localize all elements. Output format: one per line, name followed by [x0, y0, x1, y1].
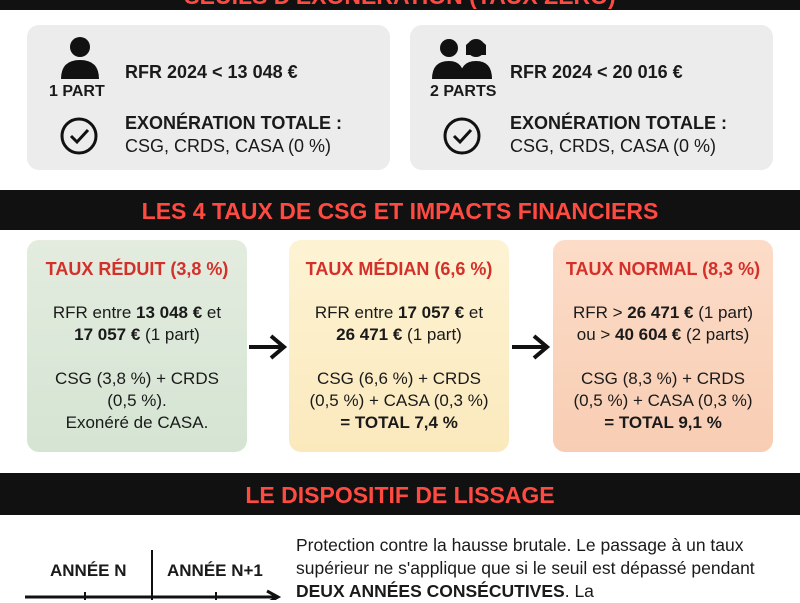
amount: 40 604 €: [615, 325, 682, 344]
exo-text: CSG, CRDS, CASA (0 %): [510, 136, 717, 156]
timeline: [25, 550, 282, 600]
text: (1 part): [140, 325, 200, 344]
rate-rfr: RFR entre 13 048 € et 17 057 € (1 part): [27, 302, 247, 346]
text: RFR entre: [314, 303, 399, 322]
text: RFR entre: [52, 303, 137, 322]
text: RFR >: [572, 303, 628, 322]
rate-detail: (0,5 %) + CASA (0,3 %): [309, 391, 489, 410]
rate-total: = TOTAL 7,4 %: [340, 413, 458, 432]
section-title: LE DISPOSITIF DE LISSAGE: [0, 473, 800, 515]
section-title: SEUILS D'EXONÉRATION (TAUX ZÉRO): [0, 0, 800, 10]
amount: 17 057 €: [74, 325, 141, 344]
rate-detail: CSG (8,3 %) + CRDS: [581, 369, 745, 388]
text: Protection contre la hausse brutale. Le …: [296, 535, 755, 578]
amount: 17 057 €: [398, 303, 465, 322]
rate-card: TAUX RÉDUIT (3,8 %) RFR entre 13 048 € e…: [27, 240, 247, 452]
amount: 13 048 €: [136, 303, 203, 322]
text: (1 part): [402, 325, 462, 344]
exo-title: EXONÉRATION TOTALE :: [510, 113, 728, 133]
parts-label: 2 PARTS: [430, 83, 497, 100]
amount: 26 471 €: [627, 303, 694, 322]
parts-label: 1 PART: [49, 83, 105, 100]
lissage-text: Protection contre la hausse brutale. Le …: [296, 534, 774, 603]
seuil-card: 1 PART RFR 2024 < 13 048 € EXONÉRATION T…: [27, 25, 390, 170]
rate-detail: CSG (3,8 %) + CRDS: [55, 369, 219, 388]
text: ou >: [576, 325, 616, 344]
rate-card: TAUX MÉDIAN (6,6 %) RFR entre 17 057 € e…: [289, 240, 509, 452]
rate-rfr: RFR > 26 471 € (1 part) ou > 40 604 € (2 …: [553, 302, 773, 346]
seuil-card: 2 PARTS RFR 2024 < 20 016 € EXONÉRATION …: [410, 25, 773, 170]
amount: 26 471 €: [336, 325, 403, 344]
text: . La: [564, 581, 594, 601]
rate-rfr: RFR entre 17 057 € et 26 471 € (1 part): [289, 302, 509, 346]
rate-detail: (0,5 %).: [107, 391, 167, 410]
rfr-threshold: RFR 2024 < 13 048 €: [125, 62, 298, 82]
check-icon: [60, 117, 98, 155]
exo-text: CSG, CRDS, CASA (0 %): [125, 136, 332, 156]
arrow: [512, 334, 551, 360]
person-icon: [61, 37, 99, 79]
rate-title: TAUX NORMAL (8,3 %): [565, 259, 761, 279]
rate-detail: Exonéré de CASA.: [65, 413, 209, 432]
rate-detail: (0,5 %) + CASA (0,3 %): [573, 391, 753, 410]
couple-icon: [432, 39, 492, 79]
text: (1 part): [693, 303, 754, 322]
text: et: [202, 303, 222, 322]
rate-title: TAUX RÉDUIT (3,8 %): [45, 259, 229, 279]
rate-detail: CSG (6,6 %) + CRDS: [317, 369, 481, 388]
exo-title: EXONÉRATION TOTALE :: [125, 113, 343, 133]
arrow: [249, 334, 288, 360]
rate-card: TAUX NORMAL (8,3 %) RFR > 26 471 € (1 pa…: [553, 240, 773, 452]
check-icon: [443, 117, 481, 155]
text: (2 parts): [681, 325, 750, 344]
rfr-threshold: RFR 2024 < 20 016 €: [510, 62, 683, 82]
timeline-label: ANNÉE N+1: [167, 561, 263, 580]
timeline-label: ANNÉE N: [50, 561, 127, 580]
section-title: LES 4 TAUX DE CSG ET IMPACTS FINANCIERS: [0, 190, 800, 230]
rate-title: TAUX MÉDIAN (6,6 %): [305, 259, 493, 279]
emphasis: DEUX ANNÉES CONSÉCUTIVES: [296, 581, 565, 601]
text: et: [464, 303, 484, 322]
rate-total: = TOTAL 9,1 %: [604, 413, 722, 432]
